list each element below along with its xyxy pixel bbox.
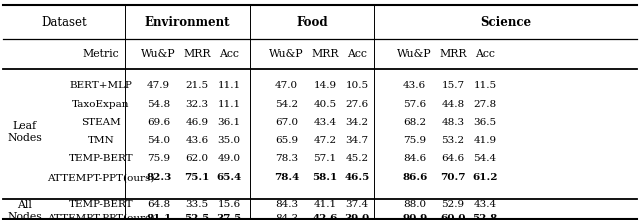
Text: Metric: Metric [83,49,120,59]
Text: 90.9: 90.9 [402,214,428,220]
Text: 47.2: 47.2 [314,136,337,145]
Text: 84.6: 84.6 [403,154,426,163]
Text: 54.8: 54.8 [147,100,170,108]
Text: Wu&P: Wu&P [141,49,176,59]
Text: MRR: MRR [312,49,339,59]
Text: 64.6: 64.6 [442,154,465,163]
Text: 70.7: 70.7 [440,173,466,182]
Text: 45.2: 45.2 [346,154,369,163]
Text: Wu&P: Wu&P [397,49,432,59]
Text: 44.8: 44.8 [442,100,465,108]
Text: 57.6: 57.6 [403,100,426,108]
Text: 11.1: 11.1 [218,81,241,90]
Text: 15.7: 15.7 [442,81,465,90]
Text: TaxoExpan: TaxoExpan [72,100,130,108]
Text: 86.6: 86.6 [402,173,428,182]
Text: Environment: Environment [145,15,230,29]
Text: 53.2: 53.2 [442,136,465,145]
Text: 32.3: 32.3 [186,100,209,108]
Text: 67.0: 67.0 [275,118,298,127]
Text: MRR: MRR [184,49,211,59]
Text: Acc: Acc [219,49,239,59]
Text: 37.5: 37.5 [216,214,242,220]
Text: TEMP-BERT: TEMP-BERT [69,154,133,163]
Text: ATTEMPT-PPT(ours): ATTEMPT-PPT(ours) [47,173,155,182]
Text: 52.8: 52.8 [472,214,498,220]
Text: 54.4: 54.4 [474,154,497,163]
Text: 46.5: 46.5 [344,173,370,182]
Text: 62.0: 62.0 [186,154,209,163]
Text: 11.5: 11.5 [474,81,497,90]
Text: 57.1: 57.1 [314,154,337,163]
Text: 27.8: 27.8 [474,100,497,108]
Text: 65.9: 65.9 [275,136,298,145]
Text: All
Nodes: All Nodes [7,200,42,220]
Text: 46.9: 46.9 [186,118,209,127]
Text: 75.9: 75.9 [403,136,426,145]
Text: 69.6: 69.6 [147,118,170,127]
Text: 84.3: 84.3 [275,214,298,220]
Text: TEMP-BERT: TEMP-BERT [69,200,133,209]
Text: 78.3: 78.3 [275,154,298,163]
Text: 60.0: 60.0 [440,214,466,220]
Text: 47.0: 47.0 [275,81,298,90]
Text: ATTEMPT-PPT(ours): ATTEMPT-PPT(ours) [47,214,155,220]
Text: 43.6: 43.6 [186,136,209,145]
Text: 61.2: 61.2 [472,173,498,182]
Text: 15.6: 15.6 [218,200,241,209]
Text: 41.9: 41.9 [474,136,497,145]
Text: 27.6: 27.6 [346,100,369,108]
Text: BERT+MLP: BERT+MLP [70,81,132,90]
Text: 34.7: 34.7 [346,136,369,145]
Text: Wu&P: Wu&P [269,49,304,59]
Text: 52.5: 52.5 [184,214,210,220]
Text: TMN: TMN [88,136,115,145]
Text: STEAM: STEAM [81,118,121,127]
Text: Science: Science [480,15,531,29]
Text: 54.2: 54.2 [275,100,298,108]
Text: 11.1: 11.1 [218,100,241,108]
Text: 78.4: 78.4 [274,173,300,182]
Text: MRR: MRR [440,49,467,59]
Text: 65.4: 65.4 [216,173,242,182]
Text: 75.1: 75.1 [184,173,210,182]
Text: Acc: Acc [475,49,495,59]
Text: 10.5: 10.5 [346,81,369,90]
Text: 47.9: 47.9 [147,81,170,90]
Text: 88.0: 88.0 [403,200,426,209]
Text: 39.0: 39.0 [344,214,370,220]
Text: Dataset: Dataset [41,15,87,29]
Text: 43.4: 43.4 [314,118,337,127]
Text: 81.1: 81.1 [146,214,172,220]
Text: 14.9: 14.9 [314,81,337,90]
Text: 58.1: 58.1 [312,173,338,182]
Text: 49.0: 49.0 [218,154,241,163]
Text: 54.0: 54.0 [147,136,170,145]
Text: 64.8: 64.8 [147,200,170,209]
Text: 35.0: 35.0 [218,136,241,145]
Text: 36.5: 36.5 [474,118,497,127]
Text: 43.4: 43.4 [474,200,497,209]
Text: 41.1: 41.1 [314,200,337,209]
Text: 52.9: 52.9 [442,200,465,209]
Text: 82.3: 82.3 [146,173,172,182]
Text: 75.9: 75.9 [147,154,170,163]
Text: 68.2: 68.2 [403,118,426,127]
Text: 36.1: 36.1 [218,118,241,127]
Text: Acc: Acc [347,49,367,59]
Text: 40.5: 40.5 [314,100,337,108]
Text: 42.6: 42.6 [312,214,338,220]
Text: 34.2: 34.2 [346,118,369,127]
Text: 84.3: 84.3 [275,200,298,209]
Text: Food: Food [296,15,328,29]
Text: Leaf
Nodes: Leaf Nodes [7,121,42,143]
Text: 21.5: 21.5 [186,81,209,90]
Text: 33.5: 33.5 [186,200,209,209]
Text: 43.6: 43.6 [403,81,426,90]
Text: 37.4: 37.4 [346,200,369,209]
Text: 48.3: 48.3 [442,118,465,127]
